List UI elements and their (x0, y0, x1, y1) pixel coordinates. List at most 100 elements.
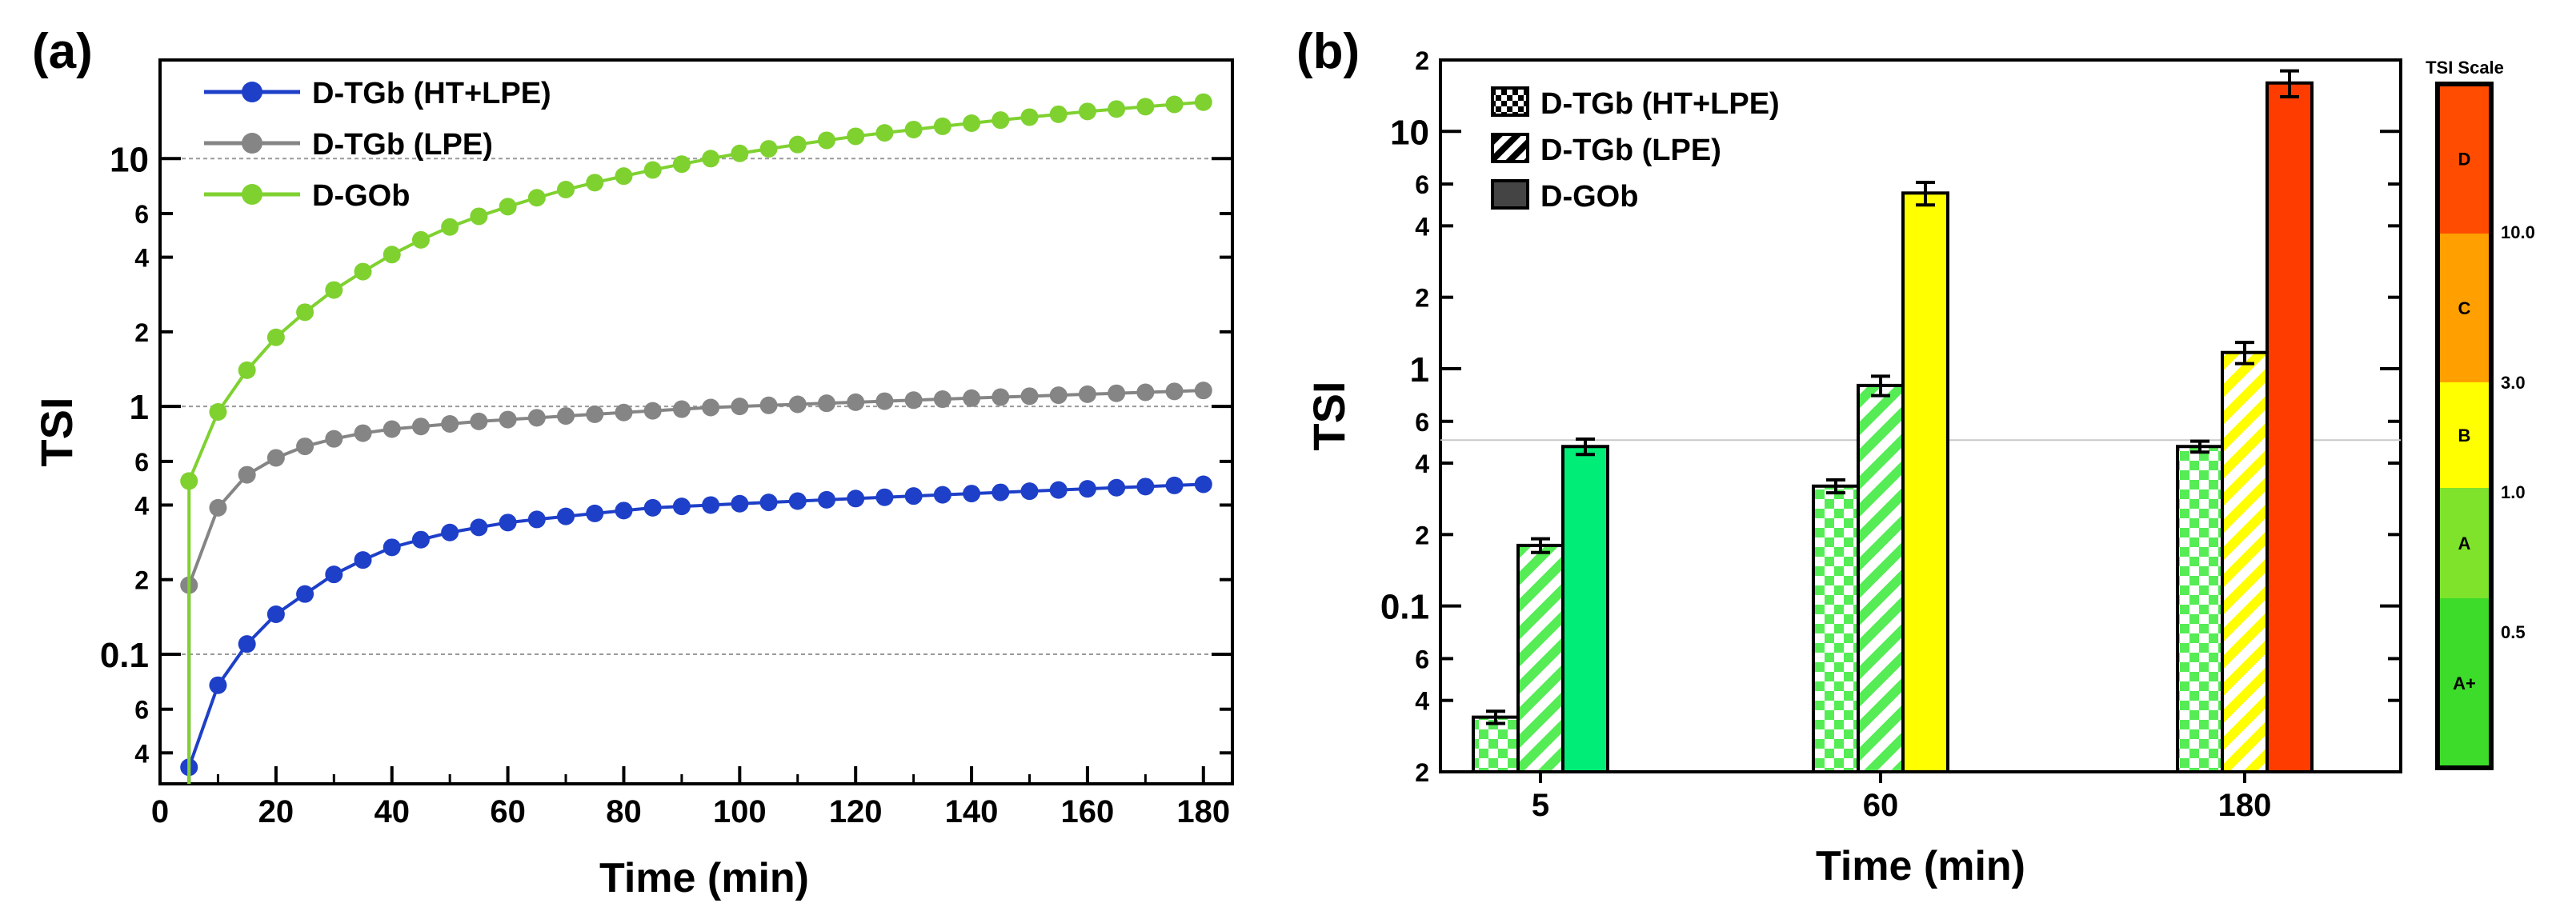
data-point (266, 328, 285, 346)
data-point (470, 518, 488, 537)
legend-label: D-TGb (HT+LPE) (1540, 87, 1780, 121)
legend-swatch (1491, 86, 1529, 117)
data-point (1165, 382, 1184, 401)
chart-panel-b: 2 4 6 0.1 2 4 6 1 2 4 6 10 2 5 60 180 D-TGb (HT+LPE) D-… (1304, 46, 2402, 889)
data-point (1136, 98, 1155, 116)
bar (2176, 445, 2224, 773)
data-point (702, 150, 720, 168)
bar (1857, 383, 1905, 773)
data-point (992, 483, 1010, 501)
data-point (296, 438, 314, 456)
data-point (847, 393, 865, 411)
data-point (557, 507, 575, 525)
data-point (1108, 100, 1126, 118)
data-point (527, 409, 546, 427)
bar (1472, 715, 1520, 773)
data-point (1165, 476, 1184, 494)
data-point (817, 131, 835, 150)
data-point (441, 523, 459, 541)
y-axis-label-b: TSI (1304, 381, 1354, 450)
data-point (527, 510, 546, 529)
panel-b-label: (b) (1296, 24, 1360, 79)
data-point (1020, 387, 1039, 406)
data-point (1078, 480, 1096, 498)
data-point (383, 538, 401, 557)
data-point (238, 465, 256, 484)
data-point (1108, 384, 1126, 402)
data-point (586, 405, 604, 423)
scale-threshold-label: 1.0 (2501, 482, 2526, 502)
legend-label: D-GOb (312, 179, 410, 213)
data-point (1049, 386, 1068, 405)
series-line (187, 482, 1204, 784)
data-point (238, 361, 256, 379)
data-point (817, 394, 835, 413)
scale-grade-label: A (2458, 533, 2471, 553)
x-tick-label: 0 (151, 794, 169, 829)
series-line (187, 389, 1204, 784)
data-point (875, 392, 894, 410)
data-point (963, 114, 981, 132)
scale-grade-label: A+ (2453, 673, 2476, 693)
data-point (731, 398, 749, 416)
y-tick-label: 10 (110, 140, 149, 179)
panel-a-label: (a) (32, 24, 93, 79)
data-point (1108, 478, 1126, 497)
data-point (702, 496, 720, 514)
data-point (1020, 482, 1039, 501)
data-point (411, 418, 430, 436)
data-point (788, 395, 807, 414)
bar (1561, 445, 1609, 773)
y-tick-label: 4 (134, 491, 149, 520)
x-tick-label: 20 (258, 794, 294, 829)
data-point (788, 492, 807, 510)
scale-segment (2438, 234, 2491, 382)
data-point (963, 389, 981, 407)
x-tick-label: 5 (1532, 788, 1549, 823)
data-point (557, 407, 575, 426)
scale-frame (2435, 82, 2494, 770)
data-point (904, 487, 923, 505)
legend-swatch (1491, 179, 1529, 210)
data-point (470, 207, 488, 226)
data-point (354, 551, 372, 569)
data-point (1165, 95, 1184, 114)
data-point (963, 485, 981, 503)
data-point (672, 155, 691, 174)
data-point (1136, 383, 1155, 402)
x-tick-label: 60 (1863, 788, 1899, 823)
data-point (296, 585, 314, 603)
legend-marker (242, 133, 262, 154)
plot-frame-a (158, 58, 1234, 785)
data-point (788, 135, 807, 154)
bar (2266, 81, 2314, 773)
data-point (1194, 382, 1212, 400)
y-tick-label: 6 (134, 696, 149, 725)
data-point (441, 415, 459, 434)
y-tick-label: 4 (1415, 687, 1429, 716)
data-point (499, 513, 517, 532)
data-point (759, 493, 778, 512)
x-tick-label: 180 (1176, 794, 1230, 829)
bar (2221, 350, 2269, 773)
x-tick-label: 180 (2218, 788, 2272, 823)
data-point (672, 497, 691, 516)
data-point (759, 396, 778, 414)
legend-label: D-TGb (LPE) (312, 128, 493, 162)
y-tick-label: 2 (134, 566, 149, 595)
y-tick-label: 6 (134, 448, 149, 477)
y-tick-label: 6 (1415, 408, 1429, 437)
data-point (875, 124, 894, 142)
x-tick-label: 40 (374, 794, 410, 829)
y-tick-label: 6 (1415, 645, 1429, 673)
data-point (933, 390, 951, 409)
data-point (643, 498, 662, 517)
y-tick-label: 10 (1390, 113, 1429, 152)
y-tick-label: 2 (134, 318, 149, 347)
data-point (1049, 105, 1068, 123)
y-axis-label-a: TSI (31, 397, 82, 466)
legend-label: D-GOb (1540, 180, 1638, 214)
legend-marker (242, 184, 262, 205)
